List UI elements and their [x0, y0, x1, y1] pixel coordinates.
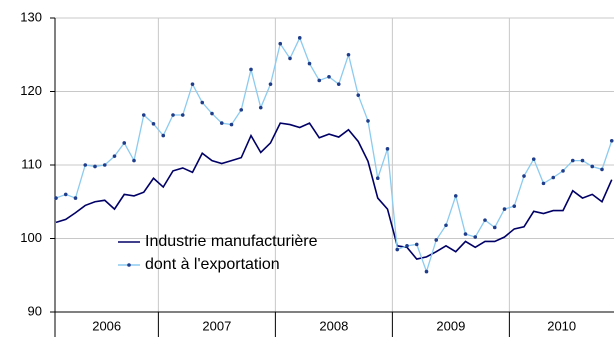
marker — [522, 174, 526, 178]
marker — [502, 207, 507, 211]
x-tick-label: 2008 — [319, 318, 348, 333]
marker — [229, 122, 234, 127]
marker — [336, 82, 341, 86]
marker — [512, 204, 517, 208]
x-tick-label: 2010 — [547, 318, 576, 333]
marker — [375, 176, 380, 181]
marker — [551, 175, 556, 180]
marker — [492, 225, 497, 230]
marker — [161, 133, 166, 138]
marker — [190, 82, 195, 86]
marker — [424, 269, 429, 274]
marker — [327, 75, 331, 79]
y-tick-label: 90 — [28, 303, 42, 318]
marker — [317, 78, 322, 83]
legend-label: dont à l'exportation — [145, 256, 280, 273]
legend-label: Industrie manufacturière — [145, 233, 318, 250]
y-tick-label: 110 — [21, 156, 42, 171]
marker — [268, 82, 273, 86]
series-line — [55, 36, 613, 274]
marker — [580, 158, 585, 163]
y-tick-label: 130 — [20, 9, 42, 24]
marker — [102, 163, 107, 167]
marker — [590, 164, 595, 169]
marker — [297, 36, 302, 40]
marker — [483, 218, 487, 222]
x-tick-label: 2009 — [436, 318, 465, 333]
marker — [609, 138, 614, 143]
marker — [405, 244, 409, 248]
y-tick-label: 100 — [20, 230, 42, 245]
marker — [200, 100, 205, 105]
marker — [151, 122, 156, 126]
marker — [570, 158, 575, 163]
marker — [356, 93, 361, 97]
marker — [561, 169, 565, 173]
marker — [366, 119, 370, 123]
marker — [531, 157, 536, 161]
marker — [444, 223, 448, 228]
marker — [63, 192, 68, 197]
marker — [346, 52, 351, 57]
marker — [600, 167, 604, 172]
marker — [385, 147, 390, 151]
marker — [239, 108, 244, 112]
marker — [395, 247, 400, 252]
marker — [288, 56, 292, 61]
x-tick-label: 2007 — [202, 318, 231, 333]
marker — [54, 196, 58, 200]
marker — [93, 164, 97, 169]
marker — [463, 232, 468, 236]
marker — [219, 121, 224, 125]
marker — [434, 238, 439, 242]
marker — [278, 41, 283, 46]
series-line — [55, 122, 613, 260]
marker — [473, 235, 478, 239]
marker — [180, 113, 185, 117]
marker — [453, 194, 458, 198]
marker — [249, 67, 253, 72]
marker — [122, 141, 127, 145]
marker — [258, 105, 263, 110]
legend-marker — [127, 263, 131, 267]
x-tick-label: 2006 — [92, 318, 121, 333]
marker — [171, 113, 175, 117]
marker — [541, 181, 546, 186]
marker — [307, 61, 312, 66]
marker — [414, 242, 419, 247]
y-tick-label: 120 — [20, 83, 42, 98]
marker — [73, 196, 78, 200]
marker — [83, 163, 88, 167]
marker — [141, 113, 146, 117]
marker — [112, 154, 117, 158]
marker — [132, 158, 136, 163]
marker — [210, 111, 214, 116]
